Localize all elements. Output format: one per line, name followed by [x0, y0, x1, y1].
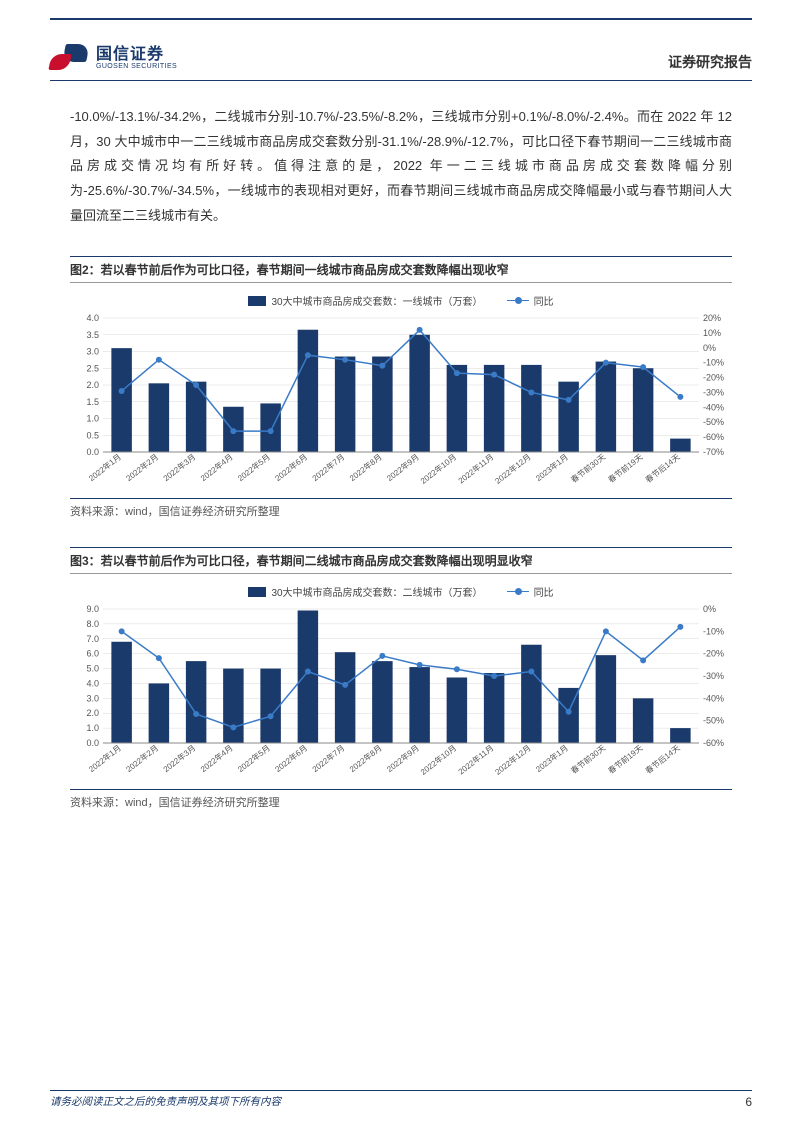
svg-text:2022年9月: 2022年9月: [385, 743, 421, 774]
svg-text:3.0: 3.0: [86, 347, 99, 357]
svg-text:春节后14天: 春节后14天: [643, 452, 681, 485]
svg-text:-10%: -10%: [703, 627, 724, 637]
svg-text:春节前30天: 春节前30天: [569, 452, 607, 485]
page-header: 国信证券 GUOSEN SECURITIES 证券研究报告: [50, 30, 752, 81]
svg-text:-60%: -60%: [703, 738, 724, 748]
svg-text:2022年6月: 2022年6月: [273, 743, 309, 774]
svg-text:0.5: 0.5: [86, 431, 99, 441]
fig2-source: 资料来源：wind，国信证券经济研究所整理: [70, 499, 732, 519]
figure-2: 图2：若以春节前后作为可比口径，春节期间一线城市商品房成交套数降幅出现收窄 30…: [70, 256, 732, 519]
svg-text:-10%: -10%: [703, 358, 724, 368]
svg-text:2022年8月: 2022年8月: [347, 452, 383, 483]
fig2-legend-bar: 30大中城市商品房成交套数：一线城市（万套）: [271, 293, 482, 308]
logo-block: 国信证券 GUOSEN SECURITIES: [50, 44, 177, 72]
svg-text:2022年6月: 2022年6月: [273, 452, 309, 483]
svg-text:9.0: 9.0: [86, 605, 99, 614]
svg-text:2022年2月: 2022年2月: [124, 743, 160, 774]
svg-text:2022年10月: 2022年10月: [418, 743, 458, 777]
page-footer: 请务必阅读正文之后的免责声明及其项下所有内容 6: [50, 1090, 752, 1109]
svg-text:2022年12月: 2022年12月: [493, 452, 533, 486]
svg-text:2022年11月: 2022年11月: [456, 452, 495, 486]
svg-text:3.0: 3.0: [86, 694, 99, 704]
svg-text:2022年3月: 2022年3月: [161, 743, 197, 774]
svg-text:0.0: 0.0: [86, 738, 99, 748]
svg-text:-50%: -50%: [703, 418, 724, 428]
fig3-title: 图3：若以春节前后作为可比口径，春节期间二线城市商品房成交套数降幅出现明显收窄: [70, 554, 533, 568]
svg-text:-40%: -40%: [703, 403, 724, 413]
fig2-legend: 30大中城市商品房成交套数：一线城市（万套） 同比: [70, 291, 732, 314]
svg-text:1.5: 1.5: [86, 397, 99, 407]
svg-text:1.0: 1.0: [86, 724, 99, 734]
fig3-legend-line: 同比: [534, 584, 554, 599]
logo-en-text: GUOSEN SECURITIES: [96, 63, 177, 70]
svg-text:-30%: -30%: [703, 388, 724, 398]
svg-text:8.0: 8.0: [86, 619, 99, 629]
svg-text:2022年7月: 2022年7月: [310, 743, 346, 774]
svg-text:2022年2月: 2022年2月: [124, 452, 160, 483]
fig3-legend-bar: 30大中城市商品房成交套数：二线城市（万套）: [271, 584, 482, 599]
svg-text:0.0: 0.0: [86, 447, 99, 457]
page-number: 6: [745, 1095, 752, 1109]
svg-text:春节前19天: 春节前19天: [606, 743, 644, 776]
svg-text:春节前30天: 春节前30天: [569, 743, 607, 776]
svg-text:6.0: 6.0: [86, 649, 99, 659]
svg-text:2022年5月: 2022年5月: [236, 452, 272, 483]
svg-text:2023年1月: 2023年1月: [534, 452, 570, 483]
svg-text:-60%: -60%: [703, 433, 724, 443]
fig2-title: 图2：若以春节前后作为可比口径，春节期间一线城市商品房成交套数降幅出现收窄: [70, 263, 509, 277]
svg-text:2.0: 2.0: [86, 709, 99, 719]
svg-text:2023年1月: 2023年1月: [534, 743, 570, 774]
svg-text:2022年9月: 2022年9月: [385, 452, 421, 483]
svg-text:2022年12月: 2022年12月: [493, 743, 533, 777]
svg-text:2022年5月: 2022年5月: [236, 743, 272, 774]
svg-text:20%: 20%: [703, 314, 721, 323]
doc-type-label: 证券研究报告: [668, 52, 752, 72]
svg-text:2022年11月: 2022年11月: [456, 743, 495, 777]
footer-disclaimer: 请务必阅读正文之后的免责声明及其项下所有内容: [50, 1094, 281, 1109]
svg-text:2.0: 2.0: [86, 380, 99, 390]
top-border: [50, 18, 752, 20]
body-paragraph: -10.0%/-13.1%/-34.2%，二线城市分别-10.7%/-23.5%…: [70, 105, 732, 228]
logo-cn-text: 国信证券: [96, 47, 177, 63]
svg-text:2.5: 2.5: [86, 364, 99, 374]
svg-text:5.0: 5.0: [86, 664, 99, 674]
svg-text:春节前19天: 春节前19天: [606, 452, 644, 485]
svg-text:2022年4月: 2022年4月: [198, 743, 234, 774]
svg-text:-20%: -20%: [703, 649, 724, 659]
svg-text:10%: 10%: [703, 328, 721, 338]
svg-text:-40%: -40%: [703, 694, 724, 704]
bar-swatch-icon: [248, 296, 266, 306]
svg-text:3.5: 3.5: [86, 330, 99, 340]
fig3-source: 资料来源：wind，国信证券经济研究所整理: [70, 790, 732, 810]
fig2-chart: 0.0 0.5 1.0 1.5 2.0 2.5 3.0 3.5 4.0 -70% -60% -50% -…: [70, 314, 732, 494]
svg-text:-30%: -30%: [703, 671, 724, 681]
svg-text:2022年8月: 2022年8月: [347, 743, 383, 774]
svg-text:4.0: 4.0: [86, 679, 99, 689]
svg-text:-70%: -70%: [703, 447, 724, 457]
svg-text:2022年3月: 2022年3月: [161, 452, 197, 483]
svg-text:2022年7月: 2022年7月: [310, 452, 346, 483]
svg-text:7.0: 7.0: [86, 634, 99, 644]
line-swatch-icon: [507, 591, 529, 592]
svg-text:2022年4月: 2022年4月: [198, 452, 234, 483]
line-swatch-icon: [507, 300, 529, 301]
fig3-legend: 30大中城市商品房成交套数：二线城市（万套） 同比: [70, 582, 732, 605]
svg-text:春节后14天: 春节后14天: [643, 743, 681, 776]
logo-icon: [50, 44, 90, 72]
svg-text:2022年10月: 2022年10月: [418, 452, 458, 486]
svg-text:0%: 0%: [703, 605, 716, 614]
svg-text:0%: 0%: [703, 343, 716, 353]
bar-swatch-icon: [248, 587, 266, 597]
fig3-chart: 0.0 1.0 2.0 3.0 4.0 5.0 6.0 7.0 8.0 9.0 -60% -50% -4…: [70, 605, 732, 785]
svg-text:4.0: 4.0: [86, 314, 99, 323]
figure-3: 图3：若以春节前后作为可比口径，春节期间二线城市商品房成交套数降幅出现明显收窄 …: [70, 547, 732, 810]
svg-text:1.0: 1.0: [86, 414, 99, 424]
fig2-legend-line: 同比: [534, 293, 554, 308]
svg-text:-20%: -20%: [703, 373, 724, 383]
svg-text:-50%: -50%: [703, 716, 724, 726]
